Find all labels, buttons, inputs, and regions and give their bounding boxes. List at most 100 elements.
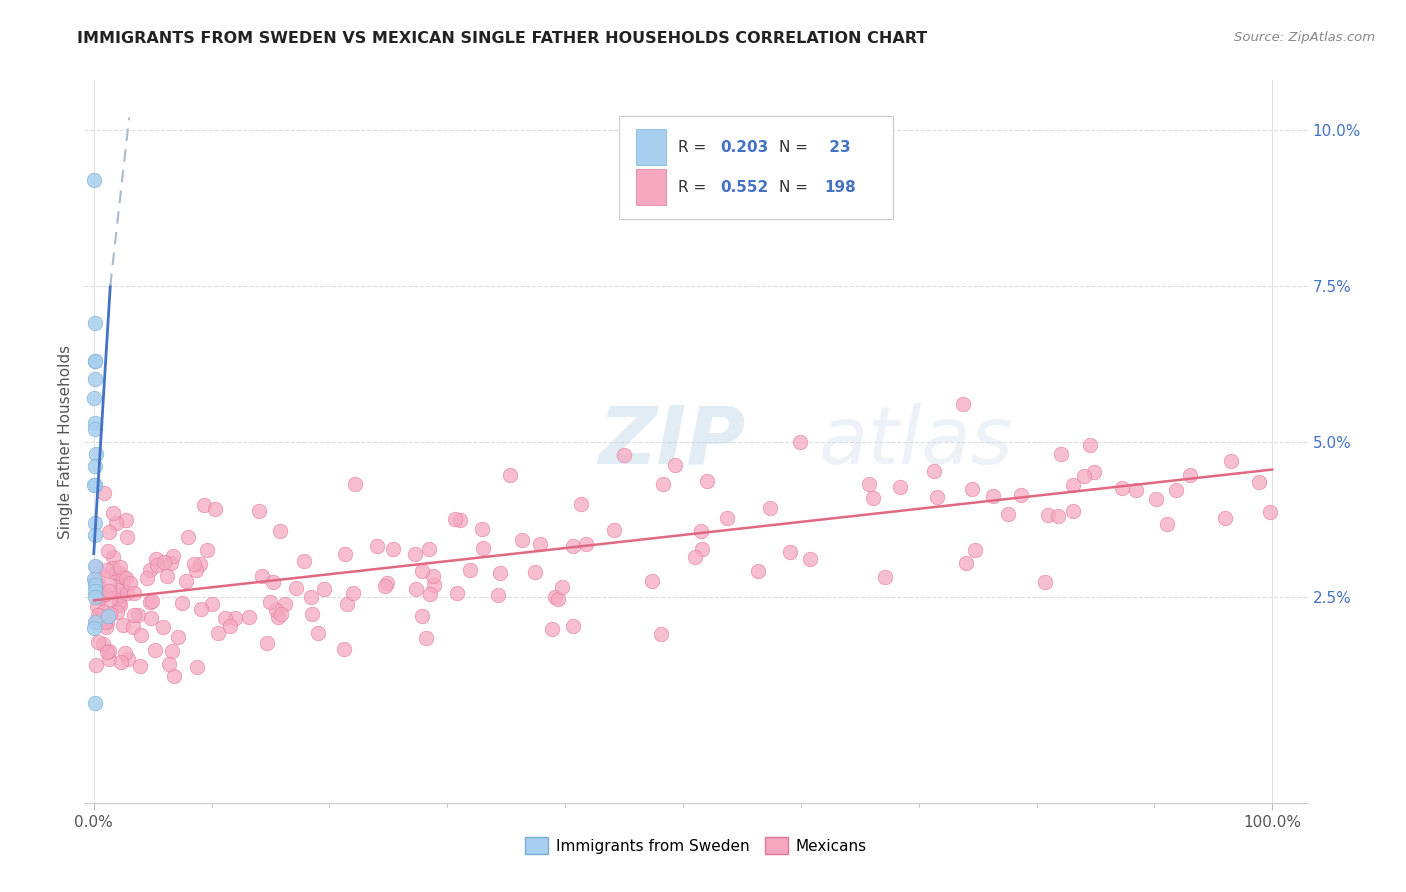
Point xyxy=(112,617,135,632)
Point xyxy=(117,652,139,666)
Point xyxy=(247,504,270,518)
Point xyxy=(115,586,138,600)
Point xyxy=(747,564,769,578)
Point xyxy=(162,549,184,563)
Point xyxy=(155,569,177,583)
Point xyxy=(93,486,115,500)
Point xyxy=(299,591,322,605)
Point xyxy=(96,615,118,629)
Point xyxy=(84,528,107,542)
Point xyxy=(89,591,111,605)
Point xyxy=(415,632,437,646)
Point xyxy=(336,597,359,611)
Point xyxy=(111,581,134,595)
Point xyxy=(486,588,509,602)
Point xyxy=(547,591,569,606)
Point xyxy=(256,636,278,650)
Point xyxy=(422,569,444,583)
Point xyxy=(952,397,974,411)
Point xyxy=(696,474,718,488)
Point xyxy=(292,554,315,568)
Point xyxy=(141,594,163,608)
Point xyxy=(83,696,105,710)
Point xyxy=(561,539,583,553)
Point xyxy=(101,507,124,521)
Point xyxy=(789,434,811,449)
Point xyxy=(1011,488,1033,502)
Point xyxy=(136,571,159,585)
Point xyxy=(650,627,672,641)
Point xyxy=(174,574,197,588)
Point xyxy=(108,560,131,574)
Point xyxy=(186,563,208,577)
Point xyxy=(1073,469,1095,483)
Point xyxy=(603,524,626,538)
Point xyxy=(87,581,110,595)
Point xyxy=(523,566,546,580)
Point xyxy=(301,607,323,622)
Point xyxy=(541,622,564,636)
Point xyxy=(960,483,983,497)
Point xyxy=(224,611,246,625)
Point xyxy=(685,549,707,564)
Point xyxy=(1062,504,1084,518)
Point xyxy=(115,571,138,585)
Point xyxy=(139,563,162,577)
Point xyxy=(91,605,114,619)
Point xyxy=(183,557,205,571)
Text: 198: 198 xyxy=(824,180,856,194)
Point xyxy=(197,543,219,558)
Point xyxy=(344,476,367,491)
Point xyxy=(84,581,107,595)
Point xyxy=(94,587,117,601)
Point xyxy=(652,477,675,491)
Point xyxy=(561,619,583,633)
Point xyxy=(1144,491,1167,506)
Point xyxy=(510,533,533,548)
Point xyxy=(193,498,215,512)
Point xyxy=(471,522,494,536)
Point xyxy=(443,512,465,526)
Point xyxy=(1083,465,1105,479)
Point xyxy=(157,657,180,671)
Point xyxy=(207,626,229,640)
Point xyxy=(569,497,592,511)
Point xyxy=(93,611,115,625)
Point xyxy=(690,524,713,538)
Point xyxy=(190,602,212,616)
Point xyxy=(93,615,115,629)
Point xyxy=(779,545,801,559)
Point xyxy=(1213,511,1236,525)
Point xyxy=(529,537,551,551)
Point xyxy=(108,588,131,602)
Point xyxy=(94,587,117,601)
Point xyxy=(333,548,356,562)
Text: atlas: atlas xyxy=(818,402,1014,481)
Point xyxy=(83,353,105,368)
Point xyxy=(117,530,139,544)
Text: 0.203: 0.203 xyxy=(720,140,768,154)
Point xyxy=(664,458,686,472)
Point xyxy=(270,607,292,621)
Point xyxy=(418,542,440,557)
Point xyxy=(89,609,111,624)
Point xyxy=(551,580,574,594)
Point xyxy=(84,478,107,492)
Point xyxy=(963,543,986,558)
Y-axis label: Single Father Households: Single Father Households xyxy=(58,344,73,539)
Point xyxy=(955,557,977,571)
Point xyxy=(1078,438,1101,452)
Text: 0.552: 0.552 xyxy=(720,180,768,194)
Point xyxy=(471,541,494,555)
Point xyxy=(84,559,107,574)
Point xyxy=(924,464,946,478)
Point xyxy=(419,587,441,601)
Point xyxy=(267,610,290,624)
Point xyxy=(97,578,120,592)
Point xyxy=(97,544,120,558)
Point xyxy=(375,576,398,591)
Point xyxy=(285,581,308,595)
Point xyxy=(96,563,118,577)
Point xyxy=(404,547,426,561)
Point xyxy=(83,572,105,586)
